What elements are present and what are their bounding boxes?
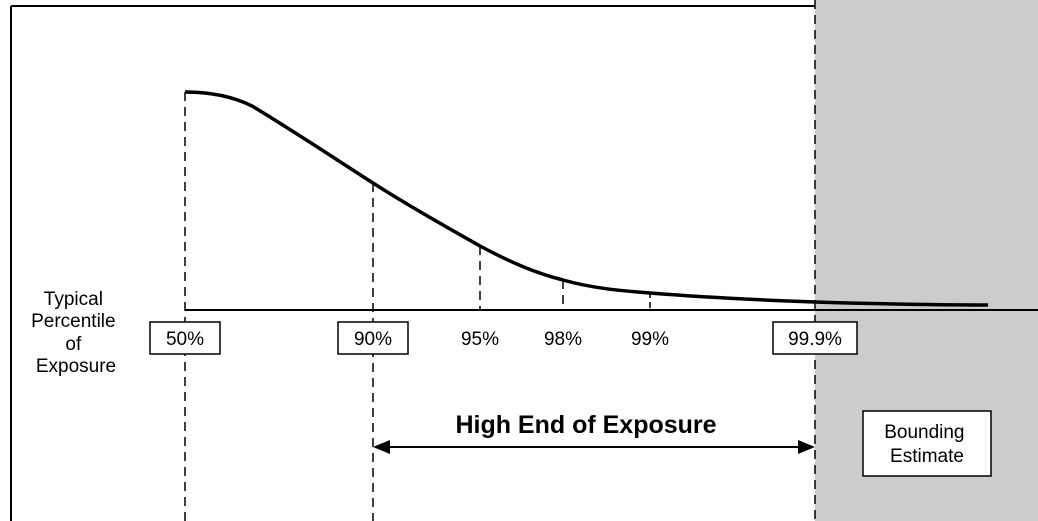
bounding-estimate-box [862, 410, 992, 477]
bounding-estimate-line: Estimate [890, 446, 964, 467]
high-end-arrow-right-head [798, 440, 815, 454]
high-end-label: High End of Exposure [455, 411, 716, 439]
percentile-label-90: 90% [354, 329, 392, 350]
percentile-box-90 [337, 321, 409, 355]
axis-title-line: Exposure [36, 356, 116, 377]
distribution-curve [184, 90, 989, 307]
bounding-estimate-label: Bounding Estimate [884, 422, 970, 467]
percentile-label-99-9: 99.9% [788, 329, 842, 350]
axis-title-line: Typical [44, 289, 103, 310]
percentile-label-95: 95% [461, 329, 499, 350]
axis-title-line: Percentile [31, 311, 116, 332]
percentile-label-98: 98% [544, 329, 582, 350]
axis-title: Typical Percentile of Exposure [31, 289, 121, 377]
percentile-label-99: 99% [631, 329, 669, 350]
percentile-label-50: 50% [166, 329, 204, 350]
percentile-box-50 [149, 321, 221, 355]
high-end-arrow-left-head [373, 440, 390, 454]
percentile-box-99-9 [772, 321, 858, 355]
axis-title-line: of [65, 334, 82, 355]
bounding-estimate-line: Bounding [884, 422, 964, 443]
